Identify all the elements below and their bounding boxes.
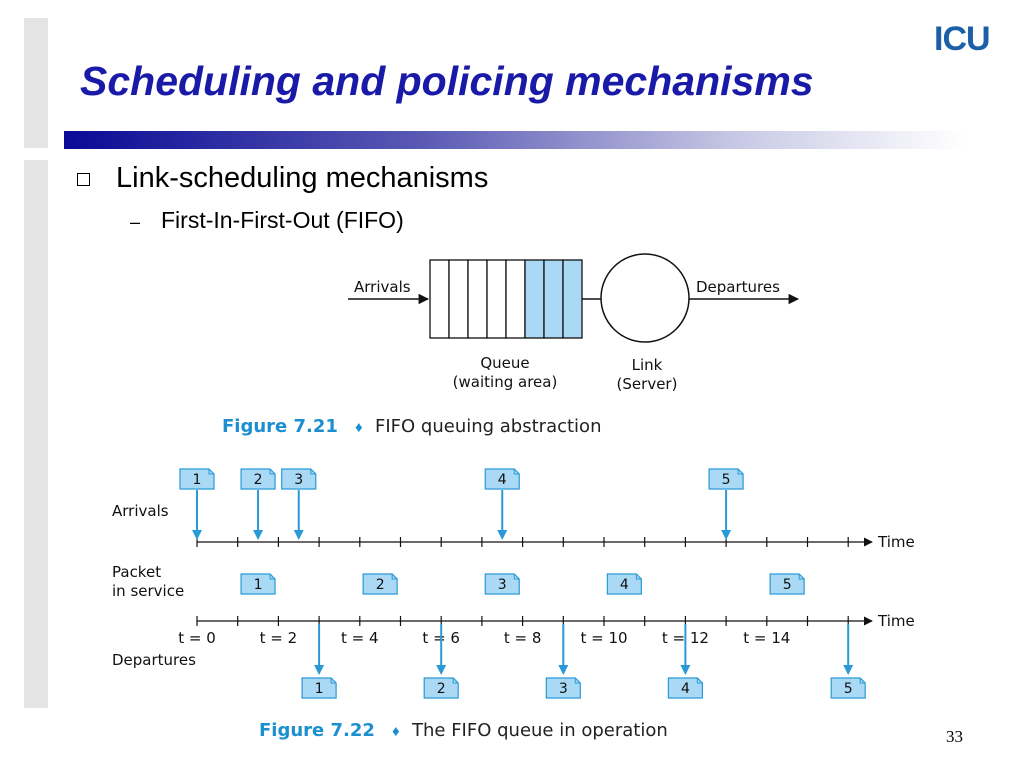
- decorative-bar-top: [24, 18, 48, 148]
- link-sublabel: (Server): [617, 375, 678, 393]
- departure-packet-3: 3: [545, 677, 581, 699]
- packet-number: 4: [498, 472, 507, 488]
- queue-slot-empty: [505, 259, 526, 339]
- slide-title: Scheduling and policing mechanisms: [80, 58, 814, 104]
- bullet-square-icon: [77, 173, 90, 186]
- link-server-circle: [600, 253, 690, 343]
- figure-7-21-caption: FIFO queuing abstraction: [375, 416, 601, 437]
- queue-sublabel: (waiting area): [453, 373, 558, 391]
- row-label-in-service: in service: [112, 582, 184, 600]
- packet-number: 4: [620, 577, 629, 593]
- queue-slot-empty: [429, 259, 450, 339]
- queue-slot-filled: [543, 259, 564, 339]
- departures-label: Departures: [696, 278, 780, 296]
- top-axis-ticks: [196, 537, 849, 547]
- departure-packet-5: 5: [830, 677, 866, 699]
- sub-bullet-dash: –: [130, 212, 141, 232]
- packet-number: 5: [844, 681, 853, 697]
- packet-number: 2: [254, 472, 263, 488]
- packet-number: 3: [294, 472, 303, 488]
- tick-label: t = 4: [341, 629, 379, 647]
- service-packet-4: 4: [606, 573, 642, 595]
- tick-label: t = 10: [580, 629, 627, 647]
- fifo-abstraction-diagram: Arrivals Departures Queue (waiting area)…: [222, 253, 800, 437]
- time-label-bottom: Time: [877, 612, 915, 630]
- arrival-packet-5: 5: [708, 468, 744, 490]
- packet-number: 3: [559, 681, 568, 697]
- departure-packets: 1 2 3 4 5: [301, 624, 866, 699]
- diamond-icon: ♦: [355, 419, 363, 436]
- bullet-link-scheduling: Link-scheduling mechanisms: [116, 162, 489, 194]
- departure-packet-4: 4: [667, 677, 703, 699]
- queue-label: Queue: [480, 354, 529, 372]
- queue-slot-filled: [524, 259, 545, 339]
- packet-number: 2: [376, 577, 385, 593]
- service-packets: 1 2 3 4 5: [240, 573, 805, 595]
- packet-number: 3: [498, 577, 507, 593]
- arrival-packet-1: 1: [179, 468, 215, 490]
- figure-7-22-caption: The FIFO queue in operation: [411, 720, 668, 741]
- link-label: Link: [632, 356, 663, 374]
- row-label-departures: Departures: [112, 651, 196, 669]
- service-packet-1: 1: [240, 573, 276, 595]
- time-label-top: Time: [877, 533, 915, 551]
- packet-number: 5: [722, 472, 731, 488]
- arrival-packet-4: 4: [484, 468, 520, 490]
- packet-number: 1: [315, 681, 324, 697]
- figure-7-22-number: Figure 7.22: [259, 720, 375, 741]
- packet-number: 5: [783, 577, 792, 593]
- service-packet-5: 5: [769, 573, 805, 595]
- tick-label: t = 8: [504, 629, 542, 647]
- title-gradient-rule: [64, 131, 964, 149]
- departure-packet-2: 2: [423, 677, 459, 699]
- tick-label: t = 2: [260, 629, 298, 647]
- queue-buffer: [429, 259, 583, 339]
- departure-packet-1: 1: [301, 677, 337, 699]
- arrival-packet-2: 2: [240, 468, 276, 490]
- row-label-arrivals: Arrivals: [112, 502, 169, 520]
- row-label-packet: Packet: [112, 563, 161, 581]
- arrival-packets: 1 2 3 4 5: [179, 468, 744, 540]
- arrivals-label: Arrivals: [354, 278, 411, 296]
- page-number: 33: [946, 727, 963, 746]
- icu-logo: ICU: [934, 20, 991, 58]
- queue-slot-filled: [562, 259, 583, 339]
- service-packet-3: 3: [484, 573, 520, 595]
- decorative-bar-bottom: [24, 160, 48, 708]
- queue-slot-empty: [448, 259, 469, 339]
- queue-slot-empty: [486, 259, 507, 339]
- tick-label: t = 0: [178, 629, 216, 647]
- arrival-packet-3: 3: [281, 468, 317, 490]
- service-packet-2: 2: [362, 573, 398, 595]
- packet-number: 1: [193, 472, 202, 488]
- queue-slot-empty: [467, 259, 488, 339]
- diamond-icon: ♦: [392, 723, 400, 740]
- fifo-operation-timeline: Arrivals Packet in service Departures Ti…: [112, 468, 915, 741]
- tick-label: t = 14: [743, 629, 790, 647]
- packet-number: 2: [437, 681, 446, 697]
- packet-number: 1: [254, 577, 263, 593]
- packet-number: 4: [681, 681, 690, 697]
- sub-bullet-fifo: First-In-First-Out (FIFO): [161, 207, 404, 233]
- figure-7-21-number: Figure 7.21: [222, 416, 338, 437]
